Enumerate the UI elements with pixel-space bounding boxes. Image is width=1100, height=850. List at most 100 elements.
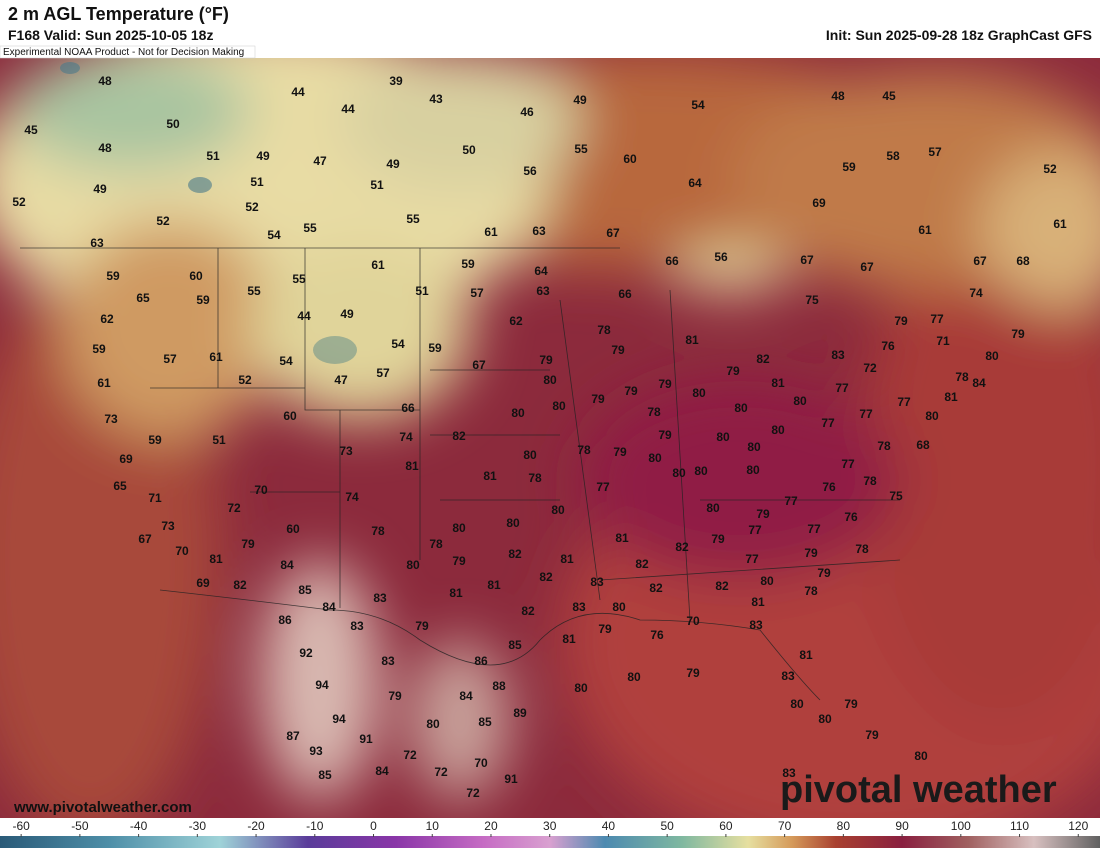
temperature-label: 61 [209, 350, 223, 364]
temperature-label: 80 [914, 749, 928, 763]
temperature-label: 61 [371, 258, 385, 272]
temperature-label: 79 [598, 622, 612, 636]
temperature-label: 79 [539, 353, 553, 367]
temperature-label: 61 [918, 223, 932, 237]
temperature-label: 50 [166, 117, 180, 131]
temperature-label: 72 [863, 361, 877, 375]
temperature-label: 68 [1016, 254, 1030, 268]
temperature-label: 70 [474, 756, 488, 770]
colorbar-tick-label: 50 [660, 819, 674, 833]
temperature-label: 51 [415, 284, 429, 298]
temperature-label: 78 [597, 323, 611, 337]
temperature-label: 84 [459, 689, 473, 703]
temperature-label: 59 [148, 433, 162, 447]
temperature-label: 59 [461, 257, 475, 271]
temperature-label: 77 [596, 480, 610, 494]
temperature-label: 84 [280, 558, 294, 572]
temperature-label: 44 [291, 85, 305, 99]
temperature-field [0, 58, 1100, 818]
temperature-label: 82 [756, 352, 770, 366]
temperature-label: 74 [399, 430, 413, 444]
temperature-label: 48 [98, 74, 112, 88]
temperature-label: 60 [286, 522, 300, 536]
temperature-label: 79 [726, 364, 740, 378]
temperature-label: 55 [574, 142, 588, 156]
temperature-label: 77 [897, 395, 911, 409]
temperature-label: 54 [267, 228, 281, 242]
temperature-label: 73 [339, 444, 353, 458]
temperature-label: 70 [686, 614, 700, 628]
temperature-label: 80 [406, 558, 420, 572]
temperature-label: 79 [711, 532, 725, 546]
temperature-label: 79 [613, 445, 627, 459]
temperature-label: 64 [534, 264, 548, 278]
temperature-label: 79 [658, 428, 672, 442]
temperature-label: 81 [685, 333, 699, 347]
temperature-label: 82 [715, 579, 729, 593]
temperature-label: 83 [782, 766, 796, 780]
temperature-label: 80 [648, 451, 662, 465]
temperature-label: 86 [474, 654, 488, 668]
temperature-label: 80 [506, 516, 520, 530]
temperature-label: 64 [688, 176, 702, 190]
temperature-label: 73 [104, 412, 118, 426]
colorbar-tick-label: 10 [426, 819, 440, 833]
colorbar-tick-label: 40 [602, 819, 616, 833]
temperature-label: 80 [818, 712, 832, 726]
temperature-label: 78 [429, 537, 443, 551]
temperature-label: 49 [256, 149, 270, 163]
temperature-label: 74 [345, 490, 359, 504]
temperature-label: 75 [889, 489, 903, 503]
temperature-label: 60 [623, 152, 637, 166]
temperature-label: 81 [562, 632, 576, 646]
temperature-label: 80 [543, 373, 557, 387]
temperature-label: 79 [804, 546, 818, 560]
temperature-label: 82 [452, 429, 466, 443]
temperature-label: 52 [1043, 162, 1057, 176]
temperature-label: 55 [292, 272, 306, 286]
temperature-label: 77 [835, 381, 849, 395]
temperature-label: 63 [536, 284, 550, 298]
temperature-label: 94 [332, 712, 346, 726]
temperature-label: 83 [781, 669, 795, 683]
temperature-label: 80 [574, 681, 588, 695]
temperature-label: 66 [618, 287, 632, 301]
temperature-label: 80 [985, 349, 999, 363]
temperature-label: 72 [403, 748, 417, 762]
temperature-label: 73 [161, 519, 175, 533]
temperature-label: 55 [303, 221, 317, 235]
temperature-label: 39 [389, 74, 403, 88]
temperature-label: 63 [532, 224, 546, 238]
temperature-label: 70 [175, 544, 189, 558]
temperature-label: 74 [969, 286, 983, 300]
temperature-label: 84 [972, 376, 986, 390]
temperature-label: 51 [206, 149, 220, 163]
temperature-label: 81 [615, 531, 629, 545]
temperature-label: 83 [350, 619, 364, 633]
colorbar-tick-label: 70 [778, 819, 792, 833]
temperature-label: 81 [483, 469, 497, 483]
temperature-label: 80 [694, 464, 708, 478]
temperature-label: 77 [745, 552, 759, 566]
temperature-label: 44 [297, 309, 311, 323]
temperature-label: 47 [334, 373, 348, 387]
temperature-label: 80 [734, 401, 748, 415]
temperature-label: 79 [591, 392, 605, 406]
temperature-label: 83 [831, 348, 845, 362]
temperature-label: 79 [865, 728, 879, 742]
temperature-label: 54 [691, 98, 705, 112]
temperature-label: 77 [841, 457, 855, 471]
temperature-label: 87 [286, 729, 300, 743]
temperature-label: 52 [12, 195, 26, 209]
temperature-label: 78 [528, 471, 542, 485]
temperature-label: 80 [612, 600, 626, 614]
temperature-label: 57 [376, 366, 390, 380]
map-title: 2 m AGL Temperature (°F) [8, 4, 229, 24]
temperature-label: 78 [647, 405, 661, 419]
temperature-label: 84 [375, 764, 389, 778]
temperature-label: 51 [370, 178, 384, 192]
temperature-label: 81 [487, 578, 501, 592]
temperature-label: 82 [649, 581, 663, 595]
temperature-label: 84 [322, 600, 336, 614]
